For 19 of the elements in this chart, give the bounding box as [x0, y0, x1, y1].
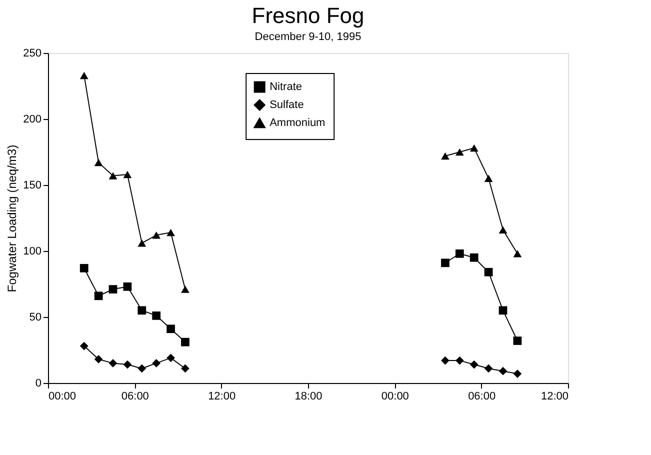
y-tick-label: 250: [23, 48, 42, 60]
y-axis-title: Fogwater Loading (neq/m3): [5, 144, 20, 292]
x-tick-label: 06:00: [468, 390, 496, 402]
x-tick-label: 18:00: [294, 390, 322, 402]
y-tick-label: 0: [35, 378, 42, 390]
y-tick-label: 150: [23, 180, 42, 192]
legend-label: Ammonium: [270, 117, 326, 129]
x-tick-label: 12:00: [540, 390, 568, 402]
chart-title: Fresno Fog: [252, 3, 364, 28]
y-tick-label: 50: [29, 312, 42, 324]
legend-label: Nitrate: [270, 81, 302, 93]
legend-label: Sulfate: [270, 99, 304, 111]
x-tick-label: 00:00: [381, 390, 409, 402]
x-tick-label: 00:00: [48, 390, 76, 402]
x-tick-label: 12:00: [208, 390, 236, 402]
y-tick-label: 200: [23, 114, 42, 126]
chart-subtitle: December 9-10, 1995: [254, 31, 362, 43]
y-tick-label: 100: [23, 246, 42, 258]
x-tick-label: 06:00: [121, 390, 149, 402]
